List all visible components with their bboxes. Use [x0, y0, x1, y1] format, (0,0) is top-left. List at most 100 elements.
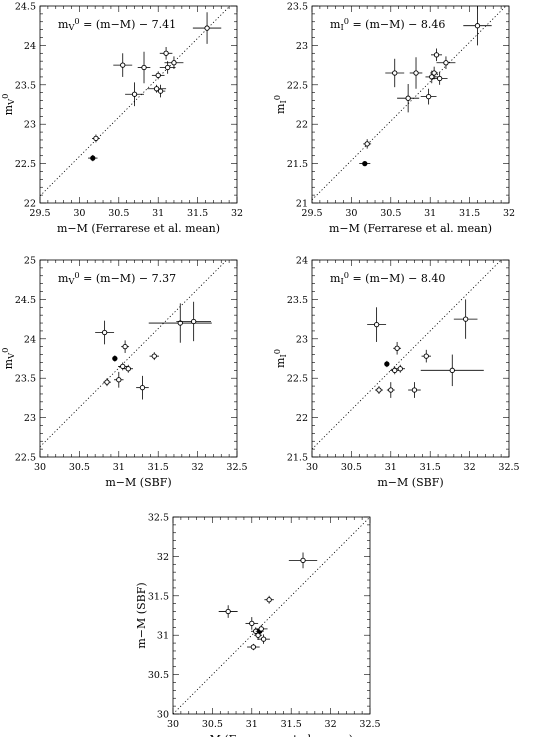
annotation-superscript: 0 [344, 270, 349, 280]
x-tick-label: 30.5 [69, 462, 90, 473]
open-marker [388, 387, 394, 393]
relation-annotation: mV0 = (m−M) − 7.37 [58, 270, 176, 286]
x-tick-label: 30 [306, 462, 318, 473]
y-tick-label: 22 [24, 199, 36, 210]
data-point [114, 371, 124, 388]
open-marker [204, 25, 210, 31]
y-tick-label: 21 [296, 199, 308, 210]
open-marker [139, 385, 146, 391]
x-tick-label: 30 [345, 208, 357, 219]
x-tick-label: 30 [73, 208, 85, 219]
y-tick-label: 30 [157, 710, 169, 721]
plot-frame [172, 516, 371, 715]
y-label-symbol: m [274, 103, 287, 114]
data-point [430, 48, 443, 62]
x-axis-label: m−M (SBF) [105, 476, 171, 489]
y-tick-label: 24.5 [15, 295, 36, 306]
x-tick-label: 31 [385, 462, 397, 473]
plot-frame [39, 259, 238, 458]
y-axis-label: mI0 [272, 95, 288, 114]
open-marker [423, 353, 429, 359]
open-marker [463, 316, 469, 322]
open-marker [157, 88, 164, 94]
data-point [192, 12, 222, 44]
annotation-superscript: 0 [344, 16, 349, 26]
y-axis-label-group: mV0 [0, 348, 16, 370]
open-marker [449, 367, 455, 373]
open-marker [250, 644, 257, 650]
relation-line [172, 516, 371, 715]
annotation-relation: = (m−M) − 7.37 [80, 272, 176, 285]
y-label-symbol: m [2, 358, 15, 369]
plot-frame [39, 5, 238, 204]
y-label-symbol: m [274, 357, 287, 368]
data-point [254, 624, 268, 633]
y-tick-label: 22.5 [287, 80, 308, 91]
data-point [431, 72, 448, 85]
data-point [390, 366, 400, 375]
data-point [159, 61, 176, 74]
data-point [151, 71, 165, 80]
open-marker [411, 387, 418, 393]
annotation-subscript: V [67, 276, 75, 286]
y-label-subscript: I [278, 354, 288, 357]
data-point [247, 643, 260, 651]
annotation-relation: = (m−M) − 8.46 [349, 18, 445, 31]
x-tick-label: 31.5 [148, 462, 169, 473]
data-point [385, 58, 405, 88]
x-tick-label: 32.5 [359, 719, 380, 730]
y-label-superscript: 0 [272, 95, 282, 100]
open-marker [394, 345, 400, 351]
open-marker [177, 320, 183, 326]
data-point [113, 53, 133, 77]
data-point [149, 352, 159, 361]
open-marker [266, 597, 272, 603]
y-label-symbol: m−M (SBF) [135, 582, 148, 648]
x-tick-label: 31 [424, 208, 436, 219]
y-tick-label: 30.5 [148, 670, 169, 681]
y-tick-label: 23.5 [15, 374, 36, 385]
open-marker [474, 23, 481, 29]
annotation-relation: = (m−M) − 8.40 [349, 272, 445, 285]
chart-panel-1: 29.5 30 30.5 31 31.5 32 22 22.5 23 23.5 24 24.5 mV0 … [0, 2, 243, 236]
y-tick-label: 32 [157, 552, 169, 563]
data-point [288, 552, 318, 569]
relation-annotation: mI0 = (m−M) − 8.46 [330, 16, 445, 32]
open-marker [116, 377, 122, 383]
y-label-superscript: 0 [0, 94, 10, 99]
open-marker [141, 64, 147, 71]
data-point [245, 617, 259, 630]
plot-frame [311, 259, 510, 458]
data-point [176, 301, 211, 342]
x-tick-label: 29.5 [301, 208, 322, 219]
y-tick-label: 21.5 [287, 159, 308, 170]
data-point [136, 375, 149, 400]
data-point [147, 84, 167, 93]
y-tick-label: 22 [296, 120, 308, 131]
open-marker [225, 608, 231, 615]
open-marker [104, 379, 110, 385]
y-tick-label: 24 [24, 334, 36, 345]
open-marker [258, 626, 264, 632]
plot-frame [311, 5, 510, 204]
annotation-subscript: V [67, 22, 75, 32]
x-tick-label: 30.5 [380, 208, 401, 219]
x-tick-label: 31.5 [281, 719, 302, 730]
y-tick-label: 22.5 [287, 374, 308, 385]
data-point [257, 634, 270, 644]
y-tick-label: 23 [24, 413, 36, 424]
open-marker [122, 344, 128, 350]
data-point [148, 303, 212, 343]
data-point [420, 354, 484, 387]
y-tick-label: 23.5 [15, 80, 36, 91]
data-point [393, 341, 402, 355]
data-point [375, 386, 383, 394]
y-tick-label: 21.5 [287, 453, 308, 464]
y-label-subscript: V [6, 98, 16, 106]
data-point [395, 364, 405, 373]
x-tick-label: 29.5 [29, 208, 50, 219]
data-point [264, 595, 274, 604]
data-point [88, 154, 98, 162]
annotation-superscript: 0 [74, 270, 79, 280]
